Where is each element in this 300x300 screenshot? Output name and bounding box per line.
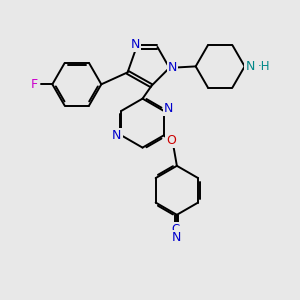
Text: N: N [164, 102, 173, 115]
Text: C: C [172, 223, 180, 236]
Text: ·H: ·H [257, 60, 270, 73]
Text: N: N [168, 61, 177, 74]
Text: O: O [166, 134, 176, 147]
Text: N: N [112, 129, 122, 142]
Text: N: N [130, 38, 140, 51]
Text: F: F [30, 78, 38, 91]
Text: N: N [245, 60, 255, 73]
Text: N: N [172, 231, 182, 244]
